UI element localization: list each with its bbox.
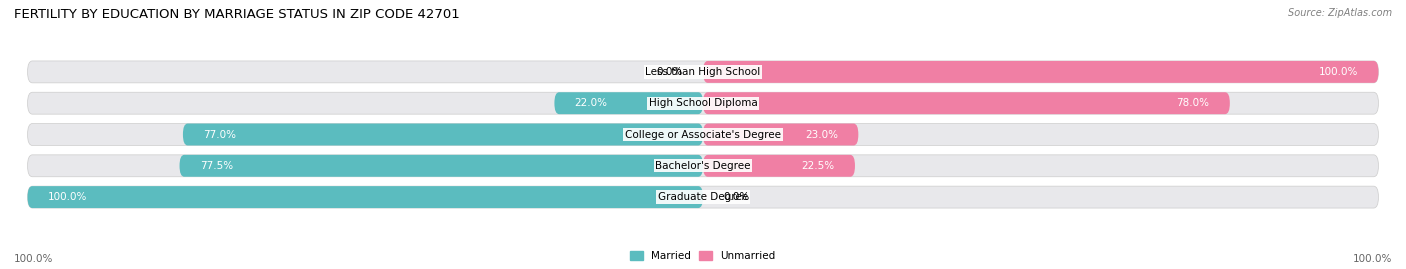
FancyBboxPatch shape (554, 92, 703, 114)
Text: 23.0%: 23.0% (806, 129, 838, 140)
FancyBboxPatch shape (180, 155, 703, 177)
Text: 100.0%: 100.0% (48, 192, 87, 202)
Text: 22.0%: 22.0% (575, 98, 607, 108)
Text: Bachelor's Degree: Bachelor's Degree (655, 161, 751, 171)
Text: College or Associate's Degree: College or Associate's Degree (626, 129, 780, 140)
Text: High School Diploma: High School Diploma (648, 98, 758, 108)
FancyBboxPatch shape (28, 186, 1378, 208)
FancyBboxPatch shape (28, 155, 1378, 177)
FancyBboxPatch shape (183, 123, 703, 146)
FancyBboxPatch shape (703, 123, 858, 146)
Text: Source: ZipAtlas.com: Source: ZipAtlas.com (1288, 8, 1392, 18)
FancyBboxPatch shape (28, 92, 1378, 114)
Text: Less than High School: Less than High School (645, 67, 761, 77)
Text: 0.0%: 0.0% (723, 192, 749, 202)
FancyBboxPatch shape (703, 155, 855, 177)
Text: 100.0%: 100.0% (1319, 67, 1358, 77)
FancyBboxPatch shape (703, 92, 1230, 114)
Text: Graduate Degree: Graduate Degree (658, 192, 748, 202)
Text: 77.0%: 77.0% (204, 129, 236, 140)
Text: 0.0%: 0.0% (657, 67, 683, 77)
Text: 100.0%: 100.0% (1353, 254, 1392, 264)
FancyBboxPatch shape (703, 61, 1378, 83)
Text: 100.0%: 100.0% (14, 254, 53, 264)
Text: FERTILITY BY EDUCATION BY MARRIAGE STATUS IN ZIP CODE 42701: FERTILITY BY EDUCATION BY MARRIAGE STATU… (14, 8, 460, 21)
Text: 22.5%: 22.5% (801, 161, 835, 171)
FancyBboxPatch shape (28, 186, 703, 208)
Text: 78.0%: 78.0% (1177, 98, 1209, 108)
Legend: Married, Unmarried: Married, Unmarried (630, 251, 776, 261)
FancyBboxPatch shape (28, 61, 1378, 83)
FancyBboxPatch shape (28, 123, 1378, 146)
Text: 77.5%: 77.5% (200, 161, 233, 171)
